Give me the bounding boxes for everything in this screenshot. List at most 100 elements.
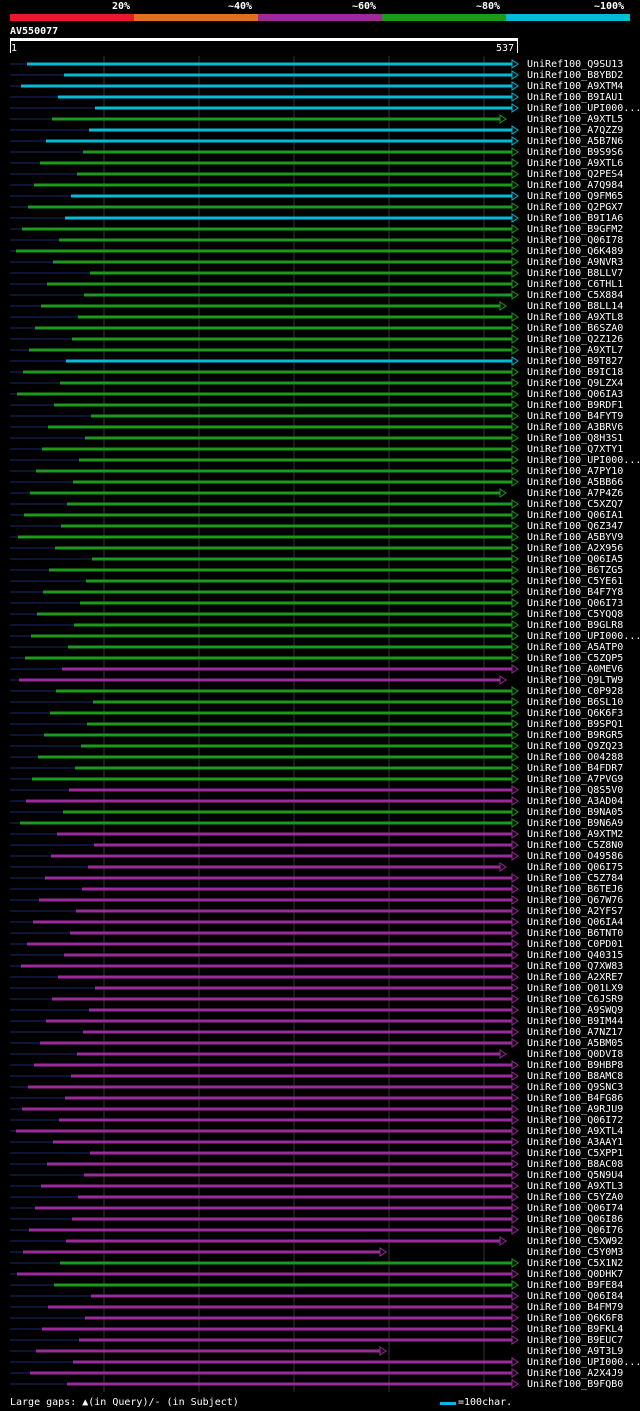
hit-label[interactable]: UniRef100_A3AD04 [527, 796, 624, 807]
hit-label[interactable]: UniRef100_B8AC08 [527, 1159, 624, 1170]
hit-label[interactable]: UniRef100_Q2Z126 [527, 334, 624, 345]
hit-label[interactable]: UniRef100_A7Q984 [527, 180, 624, 191]
hit-label[interactable]: UniRef100_A7P4Z6 [527, 488, 624, 499]
hit-label[interactable]: UniRef100_Q6K489 [527, 246, 624, 257]
hit-label[interactable]: UniRef100_Q06I84 [527, 1291, 624, 1302]
hit-label[interactable]: UniRef100_Q67W76 [527, 895, 624, 906]
hit-label[interactable]: UniRef100_B9S9S6 [527, 147, 624, 158]
hit-label[interactable]: UniRef100_B9SPQ1 [527, 719, 624, 730]
hit-label[interactable]: UniRef100_B9HBP8 [527, 1060, 624, 1071]
hit-label[interactable]: UniRef100_C5XW92 [527, 1236, 624, 1247]
hit-label[interactable]: UniRef100_B9RGR5 [527, 730, 624, 741]
hit-label[interactable]: UniRef100_B6SZA0 [527, 323, 624, 334]
hit-label[interactable]: UniRef100_Q8H3S1 [527, 433, 624, 444]
hit-label[interactable]: UniRef100_B9FE84 [527, 1280, 624, 1291]
hit-label[interactable]: UniRef100_Q06I86 [527, 1214, 624, 1225]
hit-label[interactable]: UniRef100_Q9ZQ23 [527, 741, 624, 752]
hit-label[interactable]: UniRef100_A9XTM2 [527, 829, 624, 840]
hit-label[interactable]: UniRef100_Q06I76 [527, 1225, 624, 1236]
hit-label[interactable]: UniRef100_A9NVR3 [527, 257, 624, 268]
hit-label[interactable]: UniRef100_A5ATP0 [527, 642, 624, 653]
hit-label[interactable]: UniRef100_Q06I74 [527, 1203, 624, 1214]
hit-label[interactable]: UniRef100_A9XTL3 [527, 1181, 624, 1192]
hit-label[interactable]: UniRef100_Q9LTW9 [527, 675, 624, 686]
hit-label[interactable]: UniRef100_Q01LX9 [527, 983, 624, 994]
hit-label[interactable]: UniRef100_A9XTL6 [527, 158, 624, 169]
hit-label[interactable]: UniRef100_C5Z8N0 [527, 840, 624, 851]
hit-label[interactable]: UniRef100_A5BM05 [527, 1038, 624, 1049]
hit-label[interactable]: UniRef100_Q6K6F3 [527, 708, 624, 719]
hit-label[interactable]: UniRef100_C0PD01 [527, 939, 624, 950]
hit-label[interactable]: UniRef100_Q2PES4 [527, 169, 624, 180]
hit-label[interactable]: UniRef100_Q8S5V0 [527, 785, 624, 796]
hit-label[interactable]: UniRef100_B8LL14 [527, 301, 624, 312]
hit-label[interactable]: UniRef100_O49586 [527, 851, 624, 862]
hit-label[interactable]: UniRef100_C5YQQ8 [527, 609, 624, 620]
hit-label[interactable]: UniRef100_O04288 [527, 752, 624, 763]
hit-label[interactable]: UniRef100_B8AMC8 [527, 1071, 624, 1082]
hit-label[interactable]: UniRef100_A5B7N6 [527, 136, 624, 147]
hit-label[interactable]: UniRef100_Q9LZX4 [527, 378, 624, 389]
hit-label[interactable]: UniRef100_Q0DVI8 [527, 1049, 624, 1060]
hit-label[interactable]: UniRef100_A2YFS7 [527, 906, 624, 917]
hit-label[interactable]: UniRef100_A5BYV9 [527, 532, 624, 543]
hit-label[interactable]: UniRef100_Q06I75 [527, 862, 624, 873]
hit-label[interactable]: UniRef100_B4FG86 [527, 1093, 624, 1104]
hit-label[interactable]: UniRef100_C6THL1 [527, 279, 624, 290]
hit-label[interactable]: UniRef100_Q06IA5 [527, 554, 624, 565]
hit-label[interactable]: UniRef100_B9RDF1 [527, 400, 624, 411]
hit-label[interactable]: UniRef100_C5ZQP5 [527, 653, 624, 664]
hit-label[interactable]: UniRef100_C5XPP1 [527, 1148, 624, 1159]
hit-label[interactable]: UniRef100_A9XTL5 [527, 114, 624, 125]
hit-label[interactable]: UniRef100_B9NA05 [527, 807, 624, 818]
hit-label[interactable]: UniRef100_B9IM44 [527, 1016, 624, 1027]
hit-label[interactable]: UniRef100_A9RJU9 [527, 1104, 624, 1115]
hit-label[interactable]: UniRef100_A3AAY1 [527, 1137, 624, 1148]
hit-label[interactable]: UniRef100_Q0DHK7 [527, 1269, 624, 1280]
hit-label[interactable]: UniRef100_A3BRV6 [527, 422, 624, 433]
hit-label[interactable]: UniRef100_B6TEJ6 [527, 884, 624, 895]
hit-label[interactable]: UniRef100_A5BB66 [527, 477, 624, 488]
hit-label[interactable]: UniRef100_Q9SU13 [527, 59, 624, 70]
hit-label[interactable]: UniRef100_A9XTL8 [527, 312, 624, 323]
hit-label[interactable]: UniRef100_B6SL10 [527, 697, 624, 708]
hit-label[interactable]: UniRef100_UPI000... [527, 1357, 640, 1368]
hit-label[interactable]: UniRef100_Q9FM65 [527, 191, 624, 202]
hit-label[interactable]: UniRef100_UPI000... [527, 631, 640, 642]
hit-label[interactable]: UniRef100_A9T3L9 [527, 1346, 624, 1357]
hit-label[interactable]: UniRef100_Q06IA1 [527, 510, 624, 521]
hit-label[interactable]: UniRef100_C5YZA0 [527, 1192, 624, 1203]
hit-label[interactable]: UniRef100_Q7XW83 [527, 961, 624, 972]
hit-label[interactable]: UniRef100_Q6Z347 [527, 521, 624, 532]
hit-label[interactable]: UniRef100_B9FKL4 [527, 1324, 624, 1335]
hit-label[interactable]: UniRef100_C5X1N2 [527, 1258, 624, 1269]
hit-label[interactable]: UniRef100_Q40315 [527, 950, 624, 961]
hit-label[interactable]: UniRef100_B4FM79 [527, 1302, 624, 1313]
hit-label[interactable]: UniRef100_Q2PGX7 [527, 202, 624, 213]
hit-label[interactable]: UniRef100_A9SWQ9 [527, 1005, 624, 1016]
hit-label[interactable]: UniRef100_B4FYT9 [527, 411, 624, 422]
hit-label[interactable]: UniRef100_B9EUC7 [527, 1335, 624, 1346]
hit-label[interactable]: UniRef100_B6TZG5 [527, 565, 624, 576]
hit-label[interactable]: UniRef100_Q06I78 [527, 235, 624, 246]
hit-label[interactable]: UniRef100_UPI000... [527, 103, 640, 114]
hit-label[interactable]: UniRef100_Q5N9U4 [527, 1170, 624, 1181]
hit-label[interactable]: UniRef100_C0P928 [527, 686, 624, 697]
hit-label[interactable]: UniRef100_A9XTM4 [527, 81, 624, 92]
hit-label[interactable]: UniRef100_C5Y0M3 [527, 1247, 624, 1258]
hit-label[interactable]: UniRef100_Q06I73 [527, 598, 624, 609]
hit-label[interactable]: UniRef100_B8LLV7 [527, 268, 624, 279]
hit-label[interactable]: UniRef100_C6JSR9 [527, 994, 624, 1005]
hit-label[interactable]: UniRef100_A7NZ17 [527, 1027, 624, 1038]
hit-label[interactable]: UniRef100_A9XTL7 [527, 345, 624, 356]
hit-label[interactable]: UniRef100_B9GLR8 [527, 620, 624, 631]
hit-label[interactable]: UniRef100_C5X884 [527, 290, 624, 301]
hit-label[interactable]: UniRef100_B9I1A6 [527, 213, 624, 224]
hit-label[interactable]: UniRef100_C5XZQ7 [527, 499, 624, 510]
hit-label[interactable]: UniRef100_B4F7Y8 [527, 587, 624, 598]
hit-label[interactable]: UniRef100_B9FQB0 [527, 1379, 624, 1390]
hit-label[interactable]: UniRef100_Q06IA3 [527, 389, 624, 400]
hit-label[interactable]: UniRef100_B9IC18 [527, 367, 624, 378]
hit-label[interactable]: UniRef100_UPI000... [527, 455, 640, 466]
hit-label[interactable]: UniRef100_Q9SNC3 [527, 1082, 624, 1093]
